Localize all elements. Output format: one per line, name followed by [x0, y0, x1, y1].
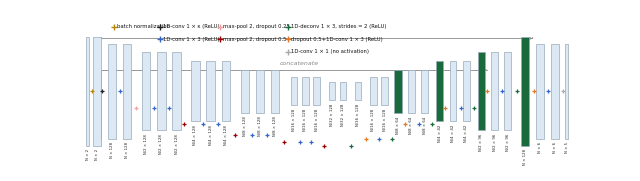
- Bar: [108, 44, 116, 139]
- Bar: [221, 61, 230, 121]
- Bar: [93, 37, 101, 146]
- Bar: [157, 52, 166, 131]
- Bar: [256, 70, 264, 113]
- Bar: [291, 77, 298, 105]
- Text: N/4 × 42: N/4 × 42: [464, 125, 468, 142]
- Bar: [421, 70, 428, 113]
- Text: N/32 × 128: N/32 × 128: [341, 104, 345, 126]
- Bar: [123, 44, 131, 139]
- Bar: [491, 52, 498, 131]
- Bar: [302, 77, 308, 105]
- Bar: [408, 70, 415, 113]
- Text: max-pool 2, dropout 0.5: max-pool 2, dropout 0.5: [223, 37, 287, 42]
- Text: N/16 × 128: N/16 × 128: [303, 109, 307, 131]
- Text: N/2 × 128: N/2 × 128: [144, 134, 148, 154]
- Text: N/4 × 128: N/4 × 128: [193, 125, 198, 145]
- Text: 1D-conv 1 × κ (ReLU): 1D-conv 1 × κ (ReLU): [163, 24, 219, 29]
- Bar: [504, 52, 511, 131]
- Bar: [521, 37, 529, 146]
- Bar: [329, 82, 335, 100]
- Text: N/8 × 128: N/8 × 128: [273, 117, 277, 136]
- Text: N × 2: N × 2: [86, 149, 90, 160]
- Bar: [355, 82, 361, 100]
- Text: N/2 × 96: N/2 × 96: [493, 134, 497, 151]
- Text: N × 128: N × 128: [110, 142, 114, 158]
- Text: N × 2: N × 2: [95, 149, 99, 160]
- Bar: [477, 52, 485, 131]
- Text: N/4 × 128: N/4 × 128: [224, 125, 228, 145]
- Bar: [370, 77, 377, 105]
- Bar: [191, 61, 200, 121]
- Text: 1D-conv 1 × 3 (ReLU): 1D-conv 1 × 3 (ReLU): [163, 37, 219, 42]
- Bar: [449, 61, 456, 121]
- Text: concatenate: concatenate: [280, 61, 319, 66]
- Text: N/32 × 128: N/32 × 128: [330, 104, 334, 126]
- Bar: [381, 77, 388, 105]
- Text: N/4 × 42: N/4 × 42: [451, 125, 455, 142]
- Text: 1D-deconv 1 × 3, strides = 2 (ReLU): 1D-deconv 1 × 3, strides = 2 (ReLU): [291, 24, 387, 29]
- Bar: [241, 70, 249, 113]
- Bar: [536, 44, 544, 139]
- Text: N/2 × 128: N/2 × 128: [159, 134, 163, 154]
- Text: N/4 × 42: N/4 × 42: [438, 125, 442, 142]
- Bar: [463, 61, 470, 121]
- Bar: [313, 77, 320, 105]
- Text: N/16 × 128: N/16 × 128: [315, 109, 319, 131]
- Text: N/16 × 128: N/16 × 128: [292, 109, 296, 131]
- Text: N/8 × 64: N/8 × 64: [396, 117, 400, 134]
- Text: N/4 × 128: N/4 × 128: [209, 125, 212, 145]
- Bar: [86, 37, 90, 146]
- Bar: [207, 61, 215, 121]
- Text: N/8 × 128: N/8 × 128: [243, 117, 246, 136]
- Text: N × 6: N × 6: [553, 142, 557, 153]
- Bar: [394, 70, 402, 113]
- Text: N × 128: N × 128: [125, 142, 129, 158]
- Bar: [271, 70, 279, 113]
- Text: N/8 × 64: N/8 × 64: [410, 117, 413, 134]
- Text: N/2 × 96: N/2 × 96: [479, 134, 483, 151]
- Text: N × 6: N × 6: [538, 142, 542, 153]
- Text: 1D-conv 1 × 1 (no activation): 1D-conv 1 × 1 (no activation): [291, 49, 369, 54]
- Text: N/16 × 128: N/16 × 128: [383, 109, 387, 131]
- Text: N × 128: N × 128: [523, 149, 527, 165]
- Text: N/2 × 128: N/2 × 128: [175, 134, 179, 154]
- Bar: [142, 52, 150, 131]
- Bar: [340, 82, 346, 100]
- Bar: [552, 44, 559, 139]
- Text: dropout 0.5+1D-conv 1 × 3 (ReLU): dropout 0.5+1D-conv 1 × 3 (ReLU): [291, 37, 383, 42]
- Text: batch normalization: batch normalization: [117, 24, 170, 29]
- Text: max-pool 2, dropout 0.25: max-pool 2, dropout 0.25: [223, 24, 290, 29]
- Text: N/8 × 64: N/8 × 64: [422, 117, 426, 134]
- Bar: [172, 52, 180, 131]
- Text: N/2 × 96: N/2 × 96: [506, 134, 510, 151]
- Text: N/16 × 128: N/16 × 128: [371, 109, 376, 131]
- Bar: [564, 44, 568, 139]
- Text: N × 5: N × 5: [564, 142, 568, 153]
- Bar: [436, 61, 444, 121]
- Text: N/16 × 128: N/16 × 128: [356, 104, 360, 126]
- Text: N/8 × 128: N/8 × 128: [258, 117, 262, 136]
